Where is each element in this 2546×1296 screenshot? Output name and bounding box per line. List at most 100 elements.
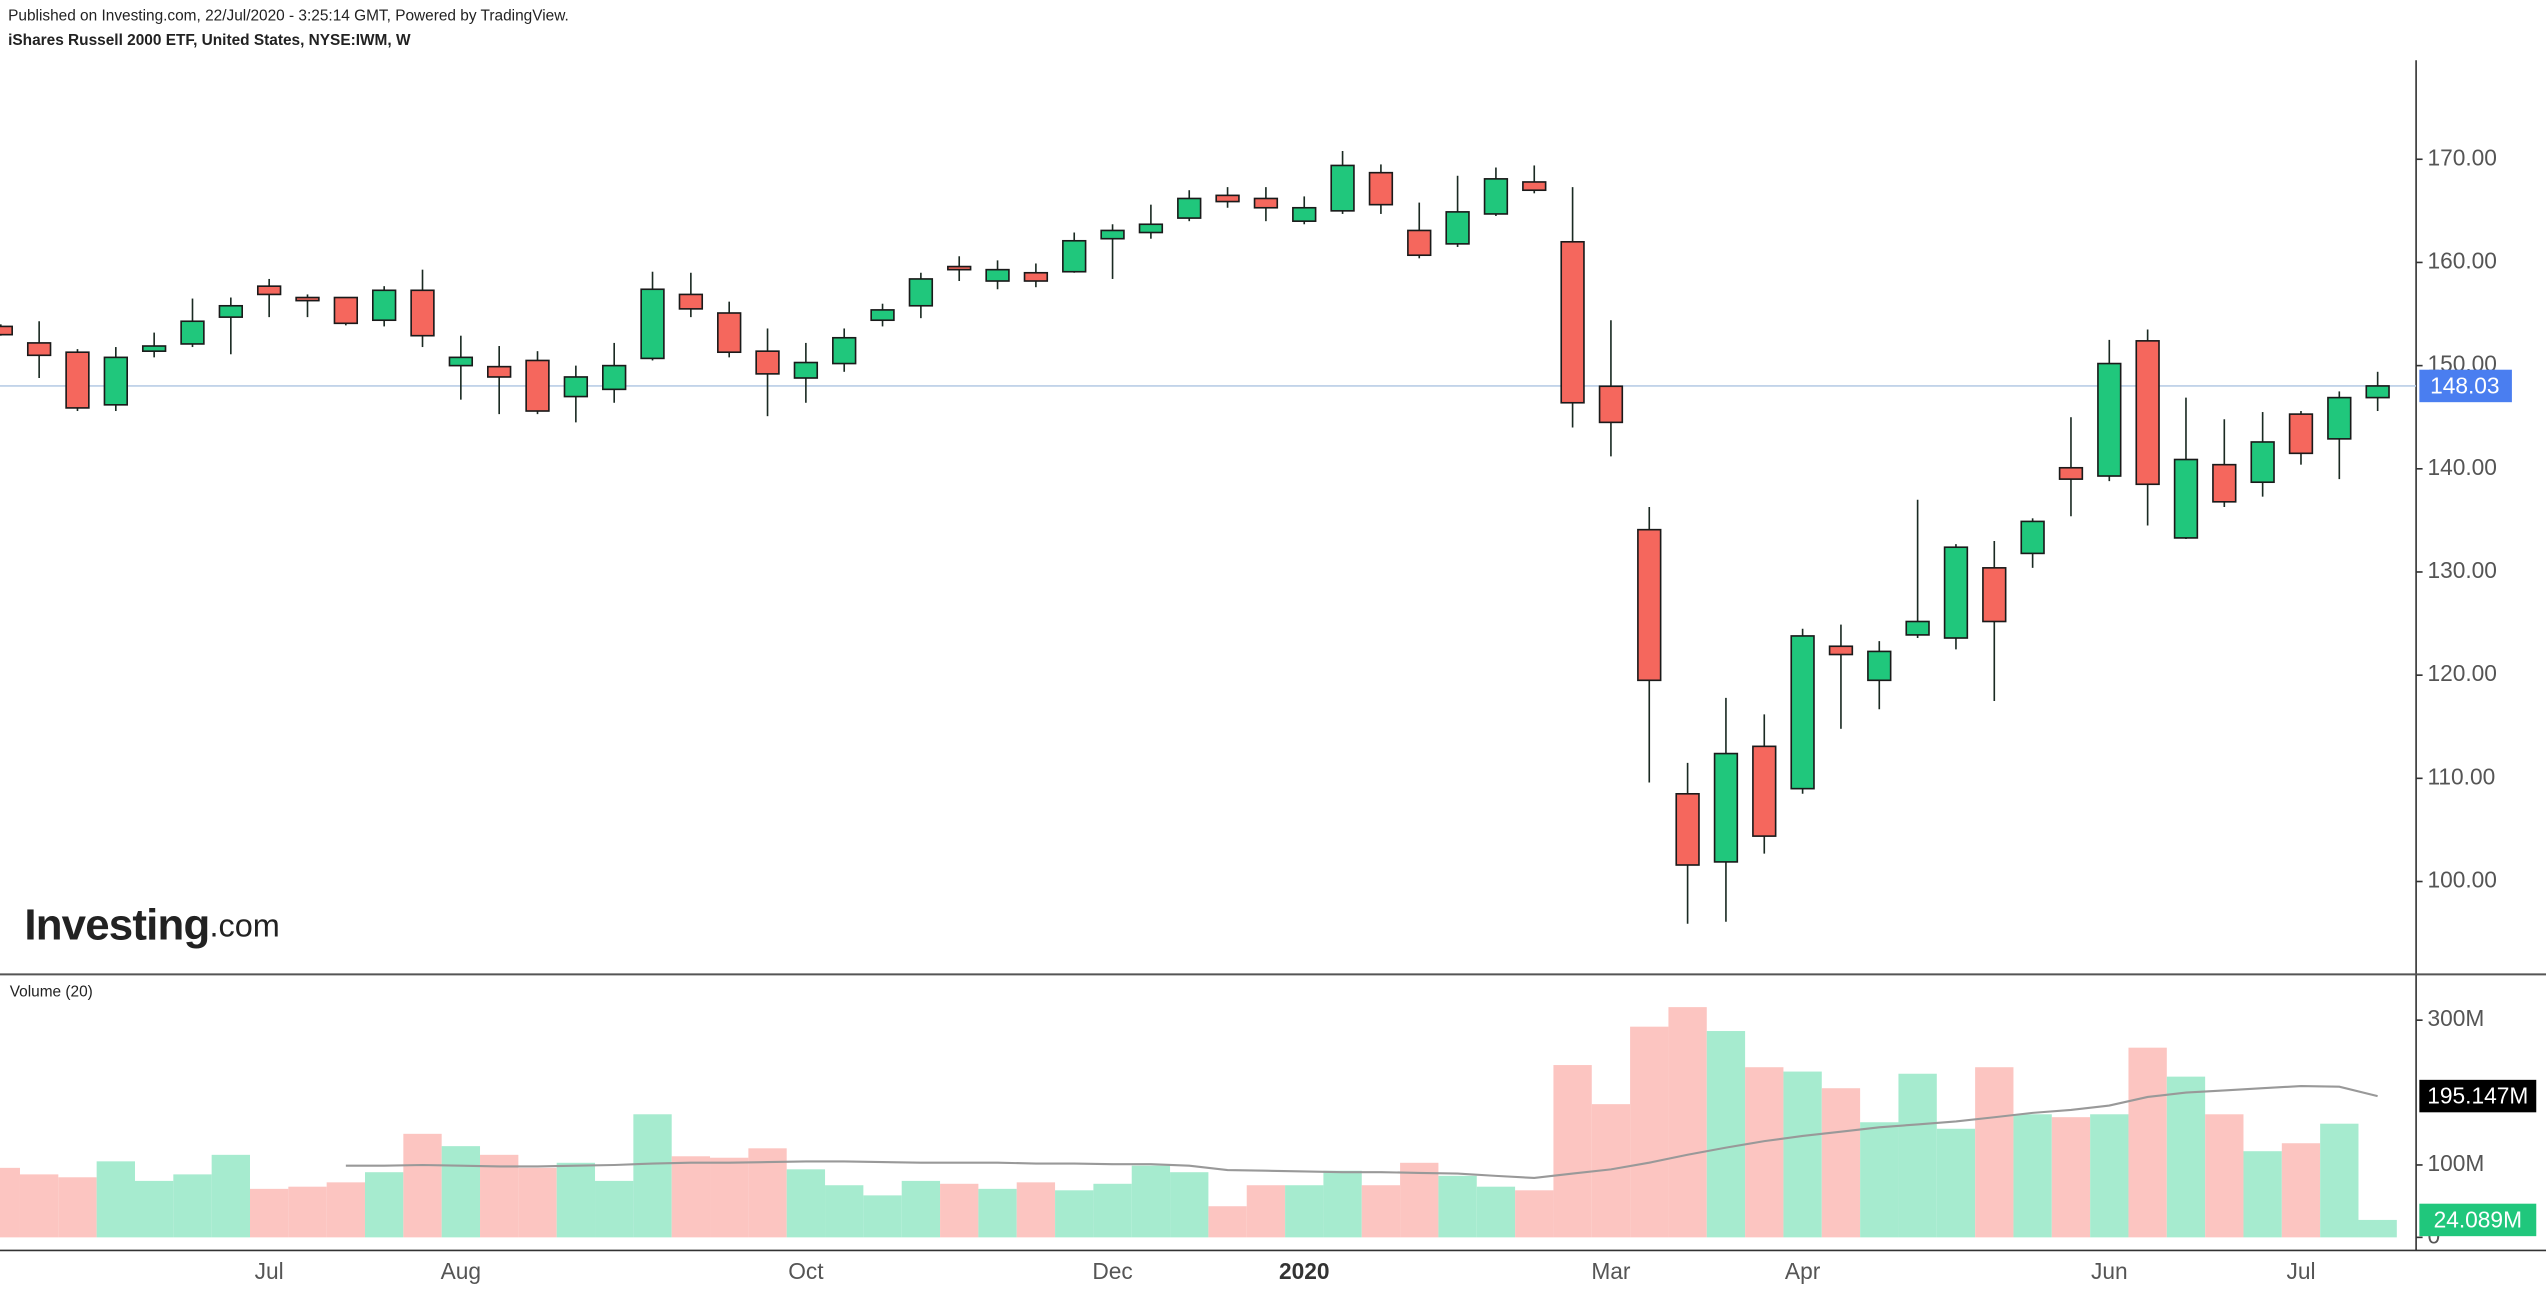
volume-bar	[940, 1183, 979, 1238]
candle-body	[1675, 792, 1700, 866]
volume-bar	[1170, 1172, 1209, 1238]
volume-bar	[1860, 1122, 1899, 1238]
volume-bar	[2051, 1117, 2091, 1238]
candle-body	[1790, 635, 1815, 790]
x-tick-label: Mar	[1591, 1258, 1631, 1284]
candle-body	[870, 309, 895, 322]
y-tick-label: 120.00	[2427, 660, 2497, 686]
candle-body	[65, 351, 90, 409]
volume-bar	[1476, 1186, 1516, 1238]
candle-body	[1292, 206, 1317, 222]
volume-bar	[825, 1185, 864, 1238]
volume-bar	[1246, 1185, 1286, 1238]
candle-body	[678, 293, 704, 310]
y-tick-label: 140.00	[2427, 454, 2497, 480]
volume-bar	[978, 1188, 1017, 1238]
plot-area	[0, 151, 2417, 1238]
last-price-label: 148.03	[2430, 373, 2500, 399]
volume-bar	[19, 1174, 59, 1238]
last-price-box	[2419, 369, 2512, 403]
volume-bar	[1093, 1183, 1132, 1238]
candle-body	[2250, 441, 2275, 484]
volume-title: Volume (20)	[10, 983, 93, 1000]
candle-body	[1062, 239, 1087, 273]
candle-body	[1828, 645, 1854, 656]
candle-body	[1330, 164, 1355, 212]
candle-body	[1407, 229, 1432, 257]
candle-body	[2020, 520, 2045, 555]
candle-body	[1598, 385, 1624, 424]
candle-body	[218, 304, 244, 318]
candle-body	[793, 361, 819, 379]
x-tick-label: Jul	[2286, 1258, 2315, 1284]
candle-body	[103, 356, 128, 406]
candle-body	[295, 296, 320, 302]
candle-body	[2327, 396, 2352, 440]
volume-bar	[1438, 1175, 1477, 1238]
y-tick-label: 110.00	[2427, 763, 2495, 789]
value-label-box	[2419, 1203, 2537, 1237]
moving-average-line	[345, 1085, 2378, 1180]
y-tick-label: 300M	[2427, 1005, 2484, 1031]
candle-body	[2365, 385, 2390, 399]
x-tick-label: Apr	[1785, 1258, 1821, 1284]
volume-bar	[1131, 1165, 1171, 1238]
candle-body	[2058, 466, 2084, 480]
volume-bar	[2205, 1114, 2244, 1238]
candle-body	[487, 365, 512, 378]
candle-body	[1483, 178, 1509, 215]
logo-suffix: .com	[209, 907, 279, 943]
volume-bar	[173, 1174, 212, 1238]
volume-bar	[2128, 1047, 2167, 1238]
candle-body	[2173, 458, 2199, 539]
volume-bar	[1208, 1206, 1247, 1238]
volume-bar	[1630, 1026, 1669, 1238]
volume-bar	[1668, 1007, 1707, 1238]
candle-body	[1713, 752, 1739, 863]
volume-bar	[1783, 1071, 1822, 1238]
y-tick-label: 170.00	[2427, 144, 2497, 170]
candle-body	[908, 278, 934, 307]
volume-bar	[595, 1180, 634, 1238]
volume-bar	[441, 1146, 481, 1238]
volume-bar	[1745, 1067, 1784, 1238]
volume-bar	[863, 1195, 902, 1238]
candle-body	[180, 320, 205, 345]
x-tick-label: Jul	[255, 1258, 284, 1284]
candle-body	[256, 285, 282, 296]
volume-bar	[1706, 1031, 1746, 1238]
candle-body	[2288, 413, 2314, 455]
volume-bar	[1055, 1190, 1094, 1238]
value-label-box	[2419, 1079, 2537, 1113]
volume-bar	[710, 1157, 749, 1238]
x-tick-label: Dec	[1092, 1258, 1132, 1284]
volume-bar	[1361, 1185, 1401, 1238]
volume-bar	[96, 1161, 135, 1238]
volume-bar	[1016, 1182, 1056, 1238]
volume-bar	[1323, 1170, 1362, 1238]
volume-bar	[1936, 1128, 1976, 1238]
candle-body	[717, 312, 742, 354]
candle-body	[1522, 181, 1547, 192]
x-tick-label: Aug	[441, 1258, 481, 1284]
y-tick-label: 100M	[2427, 1150, 2484, 1176]
volume-bar	[480, 1154, 519, 1238]
value-label: 24.089M	[2434, 1207, 2522, 1233]
candle-body	[1867, 650, 1892, 682]
volume-bar	[1553, 1065, 1592, 1238]
volume-bar	[2243, 1151, 2282, 1238]
candle-body	[448, 356, 474, 367]
volume-bar	[1285, 1185, 1324, 1238]
symbol-title: iShares Russell 2000 ETF, United States,…	[8, 32, 411, 49]
volume-bar	[633, 1114, 672, 1238]
x-tick-label: Oct	[788, 1258, 824, 1284]
value-label: 195.147M	[2427, 1083, 2528, 1109]
candle-body	[947, 265, 972, 271]
volume-bar	[671, 1156, 711, 1238]
x-tick-label: 2020	[1279, 1258, 1330, 1284]
candle-body	[1560, 240, 1585, 404]
volume-bar	[0, 1167, 20, 1238]
y-tick-label: 130.00	[2427, 557, 2497, 583]
